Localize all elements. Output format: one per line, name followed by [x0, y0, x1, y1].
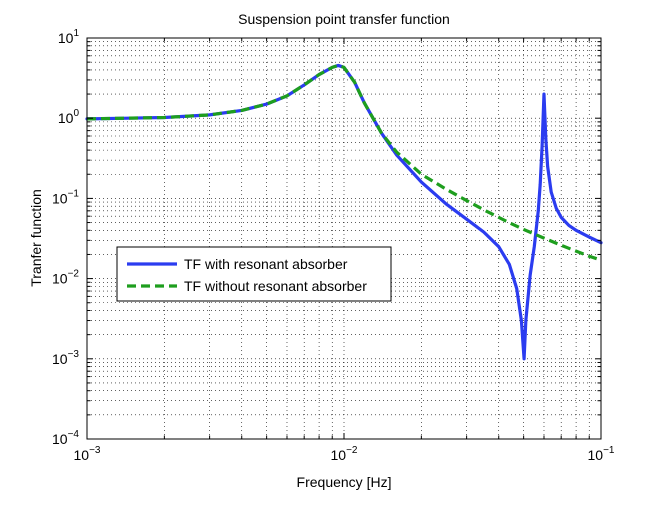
series-line-without-absorber	[86, 63, 602, 262]
y-tick-label: 100	[58, 108, 80, 126]
y-tick-label: 10−1	[52, 188, 79, 206]
y-axis-label: Tranfer function	[28, 189, 44, 287]
y-tick-label: 10−2	[52, 269, 79, 287]
y-tick-label: 101	[58, 28, 80, 46]
y-tick-label: 10−3	[52, 349, 79, 367]
series-layer	[85, 63, 603, 361]
grid-layer	[87, 38, 601, 439]
x-tick-label: 10−2	[331, 445, 358, 463]
chart-title: Suspension point transfer function	[238, 11, 450, 27]
x-axis-label: Frequency [Hz]	[297, 474, 392, 490]
y-tick-label: 10−4	[52, 429, 79, 447]
x-tick-label: 10−3	[74, 445, 101, 463]
legend-label-with-absorber: TF with resonant absorber	[184, 256, 348, 272]
legend: TF with resonant absorber TF without res…	[116, 246, 392, 302]
x-tick-label: 10−1	[588, 445, 615, 463]
legend-label-without-absorber: TF without resonant absorber	[184, 278, 367, 294]
legend-box	[116, 246, 392, 302]
